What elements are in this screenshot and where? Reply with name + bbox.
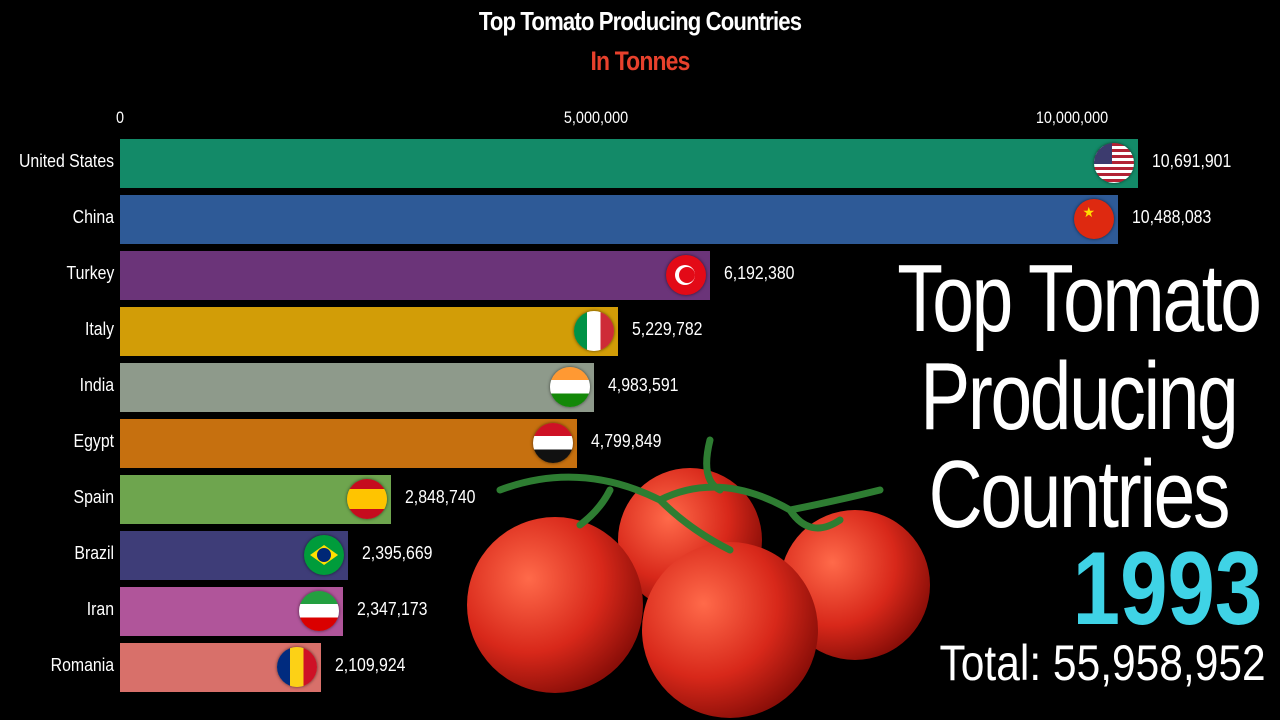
- category-label: India: [79, 375, 114, 395]
- value-label: 4,983,591: [608, 375, 679, 395]
- category-label: Romania: [50, 655, 114, 675]
- category-label: Brazil: [74, 543, 114, 563]
- value-label: 6,192,380: [723, 263, 794, 283]
- bar: [120, 419, 577, 468]
- overlay-title-line: Countries: [929, 441, 1231, 548]
- value-label: 2,347,173: [357, 599, 428, 619]
- value-label: 10,691,901: [1151, 151, 1232, 171]
- flag-in-icon: [550, 367, 591, 407]
- bar: [120, 307, 618, 356]
- flag-it-icon: [573, 311, 614, 351]
- category-label: Iran: [86, 599, 114, 619]
- bar: [120, 251, 710, 300]
- overlay-title-line: Top Tomato: [897, 245, 1263, 352]
- category-label: Egypt: [73, 431, 114, 451]
- category-label: Turkey: [66, 263, 114, 283]
- flag-tr-icon: [665, 255, 706, 295]
- value-label: 2,848,740: [405, 487, 476, 507]
- bar: [120, 363, 595, 412]
- total-label: Total: 55,958,952: [939, 635, 1266, 691]
- value-label: 10,488,083: [1132, 207, 1212, 227]
- bar: [120, 475, 392, 524]
- flag-es-icon: [347, 479, 388, 519]
- flag-br-icon: [304, 535, 345, 575]
- flag-ro-icon: [276, 647, 317, 687]
- overlay-title-line: Producing: [920, 343, 1239, 450]
- bar: [120, 195, 1119, 244]
- category-label: Spain: [73, 487, 114, 507]
- overlay-title: Top Tomato Producing Countries: [897, 245, 1263, 548]
- flag-cn-icon: ★: [1074, 199, 1115, 239]
- value-label: 5,229,782: [631, 319, 703, 339]
- chart-title: Top Tomato Producing Countries: [478, 6, 802, 36]
- value-label: 2,395,669: [362, 543, 433, 563]
- tomato-image: [467, 436, 930, 718]
- x-tick-label: 10,000,000: [1035, 108, 1109, 127]
- flag-ir-icon: [299, 591, 340, 631]
- category-label: Italy: [84, 319, 114, 339]
- flag-us-icon: [1093, 143, 1134, 183]
- bar: [120, 139, 1138, 188]
- flag-eg-icon: [532, 423, 573, 463]
- x-tick-label: 5,000,000: [563, 108, 629, 127]
- category-label: China: [72, 207, 114, 227]
- value-label: 4,799,849: [590, 431, 662, 451]
- category-label: United States: [18, 151, 114, 171]
- year-label: 1993: [1072, 531, 1262, 647]
- x-tick-label: 0: [115, 108, 125, 127]
- value-label: 2,109,924: [334, 655, 406, 675]
- chart-subtitle: In Tonnes: [590, 46, 690, 76]
